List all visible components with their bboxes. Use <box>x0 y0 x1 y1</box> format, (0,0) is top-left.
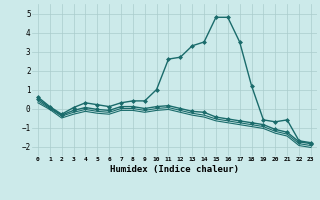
X-axis label: Humidex (Indice chaleur): Humidex (Indice chaleur) <box>110 165 239 174</box>
